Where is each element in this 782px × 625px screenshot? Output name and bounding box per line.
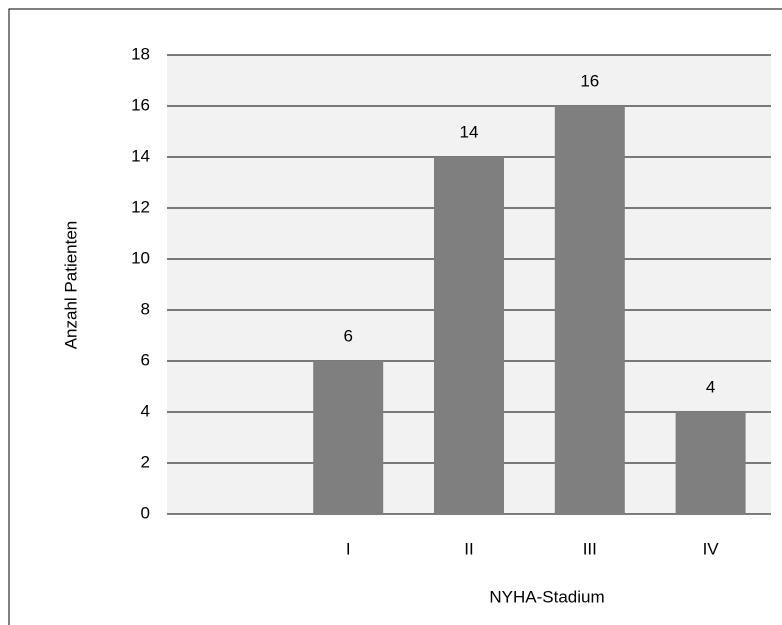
data-label: 4 (706, 377, 715, 396)
y-tick-label: 10 (131, 248, 150, 267)
x-axis-title: NYHA-Stadium (489, 587, 604, 606)
x-tick-label: I (346, 539, 351, 558)
data-label: 14 (460, 122, 479, 141)
bar (554, 106, 625, 514)
y-tick-label: 16 (131, 95, 150, 114)
y-tick-label: 8 (141, 299, 150, 318)
y-tick-label: 4 (141, 401, 150, 420)
x-tick-label: IV (703, 539, 720, 558)
x-tick-label: III (583, 539, 597, 558)
bar (313, 361, 384, 514)
y-tick-label: 6 (141, 350, 150, 369)
y-axis-title: Anzahl Patienten (61, 221, 80, 350)
y-tick-label: 18 (131, 44, 150, 63)
y-tick-label: 14 (131, 146, 150, 165)
y-tick-label: 2 (141, 452, 150, 471)
y-tick-label: 12 (131, 197, 150, 216)
data-label: 6 (343, 326, 352, 345)
bar (675, 412, 746, 514)
x-tick-label: II (464, 539, 473, 558)
bar (434, 157, 504, 514)
y-tick-label: 0 (141, 503, 150, 522)
data-label: 16 (580, 71, 599, 90)
